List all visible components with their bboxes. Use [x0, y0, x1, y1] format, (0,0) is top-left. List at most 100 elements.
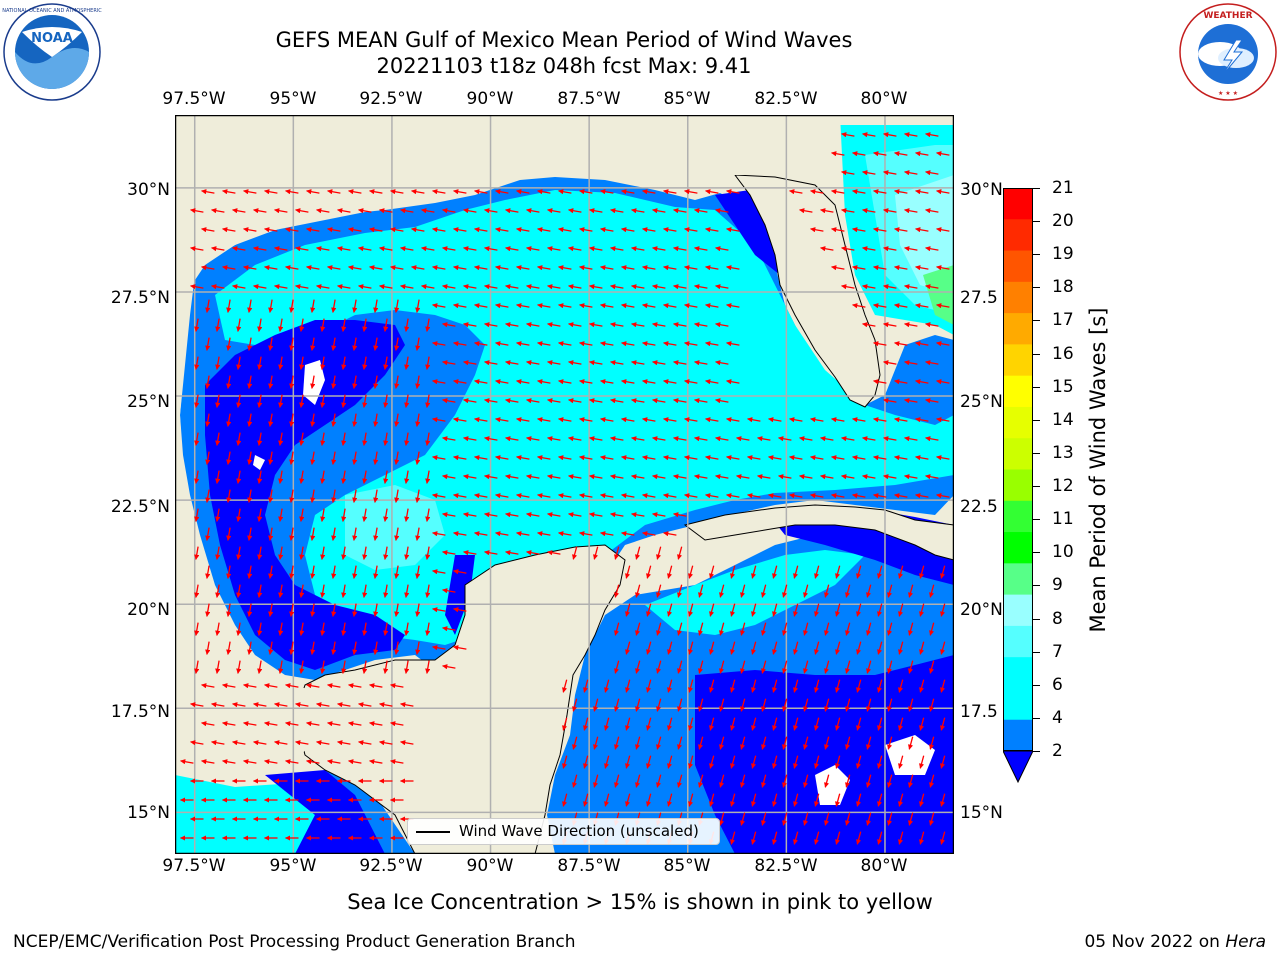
wind-arrow: [579, 303, 593, 309]
wind-arrow: [772, 679, 778, 693]
wind-arrow: [264, 683, 278, 689]
wind-arrow: [190, 284, 204, 290]
lat-tick-left: 27.5°N: [110, 288, 170, 308]
wind-arrow: [362, 318, 368, 332]
colorbar-segment: [1003, 688, 1033, 721]
wind-arrow: [621, 303, 635, 309]
wind-arrow: [803, 736, 809, 750]
wind-arrow: [568, 436, 582, 442]
wind-arrow: [194, 318, 200, 332]
wind-arrow: [348, 721, 362, 727]
wind-arrow: [835, 831, 841, 845]
wind-arrow: [635, 660, 641, 674]
wind-arrow: [873, 227, 887, 233]
wind-arrow: [761, 812, 767, 826]
wind-arrow: [688, 679, 694, 693]
wind-arrow: [793, 565, 799, 579]
wind-arrow: [453, 379, 467, 385]
wind-arrow: [793, 793, 799, 807]
wind-arrow: [526, 284, 540, 290]
wind-arrow: [257, 508, 263, 522]
wind-arrow: [898, 717, 904, 731]
wind-arrow: [677, 736, 683, 750]
wind-arrow: [877, 641, 883, 655]
wind-arrow: [873, 455, 887, 461]
wind-arrow: [362, 584, 368, 598]
wind-arrow: [453, 227, 467, 233]
wind-arrow: [236, 356, 242, 370]
wind-arrow: [709, 565, 715, 579]
wind-arrow: [432, 645, 446, 651]
colorbar: [1003, 188, 1033, 783]
wind-arrow: [327, 683, 341, 689]
wind-arrow: [253, 246, 267, 252]
wind-arrow: [205, 299, 211, 313]
wind-arrow: [726, 303, 740, 309]
wind-arrow: [390, 189, 404, 195]
lat-tick-left: 22.5°N: [110, 497, 170, 517]
wind-arrow: [600, 227, 614, 233]
wind-arrow: [782, 774, 788, 788]
wind-arrow: [285, 189, 299, 195]
wind-arrow: [379, 740, 393, 746]
wind-arrow: [337, 740, 351, 746]
wind-arrow: [726, 341, 740, 347]
wind-arrow: [610, 436, 624, 442]
wind-arrow: [299, 470, 305, 484]
wind-arrow: [463, 208, 477, 214]
wind-arrow: [883, 398, 897, 404]
wind-arrow: [915, 151, 929, 157]
wind-arrow: [719, 584, 725, 598]
wind-arrow: [803, 774, 809, 788]
wind-arrow: [841, 246, 855, 252]
wind-arrow: [194, 508, 200, 522]
wind-arrow: [589, 360, 603, 366]
wind-arrow: [824, 584, 830, 598]
wind-arrow: [310, 641, 316, 655]
wind-arrow: [215, 546, 221, 560]
wind-arrow: [463, 512, 477, 518]
wind-arrow: [862, 246, 876, 252]
wind-arrow: [299, 622, 305, 636]
wind-arrow: [236, 660, 242, 674]
wind-arrow: [799, 436, 813, 442]
colorbar-tick-label: 18: [1052, 277, 1074, 298]
wind-arrow: [558, 493, 572, 499]
wind-arrow: [373, 565, 379, 579]
wind-arrow: [547, 512, 561, 518]
wind-arrow: [904, 398, 918, 404]
colorbar-segment: [1003, 344, 1033, 377]
wind-arrow: [484, 474, 498, 480]
wind-arrow: [205, 451, 211, 465]
wind-arrow: [789, 493, 803, 499]
colorbar-tick-label: 17: [1052, 310, 1074, 331]
wind-arrow: [625, 603, 631, 617]
wind-arrow: [425, 584, 431, 598]
wind-arrow: [316, 284, 330, 290]
wind-arrow: [310, 375, 316, 389]
wind-arrow: [404, 394, 410, 408]
wind-arrow: [215, 660, 221, 674]
lon-tick-bottom: 95°W: [269, 856, 317, 876]
wind-arrow: [866, 774, 872, 788]
wind-arrow: [604, 793, 610, 807]
wind-arrow: [253, 740, 267, 746]
wind-arrow: [904, 436, 918, 442]
colorbar-tick-mark: [1033, 320, 1040, 322]
wind-arrow: [684, 189, 698, 195]
wind-arrow: [404, 584, 410, 598]
wind-arrow: [663, 531, 677, 537]
wind-arrow: [845, 736, 851, 750]
wind-arrow: [310, 565, 316, 579]
wind-arrow: [873, 265, 887, 271]
wind-arrow: [247, 603, 253, 617]
wind-arrow: [698, 736, 704, 750]
wind-arrow: [677, 698, 683, 712]
wind-arrow: [852, 151, 866, 157]
colorbar-segment: [1003, 438, 1033, 470]
wind-arrow: [814, 831, 820, 845]
wind-arrow: [688, 603, 694, 617]
wind-arrow: [873, 493, 887, 499]
wind-arrow: [631, 360, 645, 366]
wind-arrow: [883, 246, 897, 252]
